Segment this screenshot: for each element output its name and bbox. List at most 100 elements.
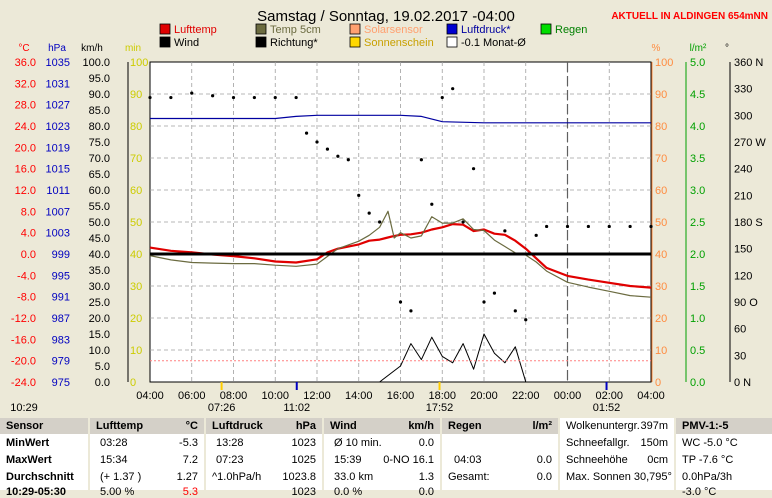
wind-direction-point: [503, 229, 507, 233]
legend-swatch: [349, 36, 361, 48]
min-tick-label: 80: [130, 121, 142, 133]
temp-tick-label: 4.0: [21, 228, 36, 240]
legend-swatch: [159, 36, 171, 48]
pressure-unit: hPa: [295, 420, 316, 432]
wind-direction-point: [419, 158, 423, 162]
legend-swatch: [349, 23, 361, 35]
hpa-tick-label: 1007: [46, 206, 70, 218]
percent-tick-label: 90: [655, 89, 667, 101]
kmh-tick-label: 60.0: [89, 185, 110, 197]
pmv-row: -3.0 °C: [682, 486, 717, 498]
direction-tick-label: 0 N: [734, 377, 751, 389]
hpa-tick-label: 1015: [46, 164, 70, 176]
time-tick-label: 12:00: [303, 390, 331, 402]
wind-direction-point: [545, 224, 549, 229]
temp-unit: °C: [185, 420, 198, 432]
sensor-header: Sensor: [6, 420, 44, 432]
pmv-row: 0.0hPa/3h: [682, 471, 733, 483]
wind-direction-point: [534, 233, 538, 237]
series: [148, 87, 653, 383]
hpa-tick-label: 1011: [46, 185, 70, 197]
hpa-tick-label: 1027: [46, 100, 70, 112]
station-label: AKTUELL IN ALDINGEN 654mNN: [611, 11, 768, 22]
direction-tick-label: 90 O: [734, 297, 758, 309]
sky-label: Max. Sonnen 30,795°: [566, 471, 672, 483]
min-tick-label: 30: [130, 281, 142, 293]
pressure-time: 07:23: [216, 454, 244, 466]
legend-label: Luftdruck*: [461, 24, 511, 36]
time-tick-label: 04:00: [637, 390, 665, 402]
wind-direction-point: [231, 95, 236, 100]
time-tick-label: 06:00: [178, 390, 206, 402]
legend-label: Wind: [174, 37, 199, 49]
direction-tick-label: 150: [734, 244, 752, 256]
kmh-tick-label: 85.0: [89, 105, 110, 117]
temp-value: 7.2: [182, 454, 198, 466]
rain-unit: l/m²: [690, 43, 707, 54]
hpa-tick-label: 1003: [46, 228, 70, 240]
pressure-value: 1023: [291, 486, 316, 498]
kmh-tick-label: 35.0: [89, 265, 110, 277]
noon-label: 11:02: [283, 402, 310, 414]
legend: Lufttemp Temp 5cm Solarsensor Luftdruck* Reg…: [159, 23, 587, 49]
direction-tick-label: 120: [734, 270, 752, 282]
hpa-tick-label: 1035: [46, 57, 70, 69]
sensor-row: 10:29-05:30: [6, 486, 66, 498]
min-tick-label: 50: [130, 217, 142, 229]
pressure-column: Luftdruck hPa 13:28 1023 07:23 1025 ^1.0…: [206, 418, 322, 498]
direction-tick-label: 270 W: [734, 137, 766, 149]
temp-header: Lufttemp: [96, 420, 144, 432]
time-tick-label: 20:00: [470, 390, 498, 402]
temp-pct: 5.00 %: [100, 486, 135, 498]
temp-value: 5.3: [182, 486, 198, 498]
kmh-unit: km/h: [81, 43, 103, 54]
wind-direction-point: [524, 318, 528, 322]
rain-value: 0.0: [536, 454, 552, 466]
wind-direction-point: [211, 94, 215, 98]
wind-direction-point: [169, 95, 173, 100]
rain-tick-label: 5.0: [690, 57, 705, 69]
hpa-tick-label: 995: [52, 270, 70, 282]
sky-column: Wolkenuntergr. 397m Schneefallgr. 150m S…: [560, 418, 674, 490]
temp-time: 03:28: [100, 437, 128, 449]
hpa-tick-label: 991: [52, 292, 70, 304]
direction-tick-label: 330: [734, 84, 752, 96]
rain-tick-label: 4.5: [690, 89, 705, 101]
plot-area: [149, 61, 652, 383]
min-tick-label: 0: [130, 377, 136, 389]
wind-direction-point: [513, 309, 517, 313]
rain-total-label: Gesamt:: [448, 471, 490, 483]
hpa-tick-label: 1031: [46, 78, 70, 90]
kmh-tick-label: 95.0: [89, 73, 110, 85]
kmh-tick-label: 75.0: [89, 137, 110, 149]
kmh-tick-label: 90.0: [89, 89, 110, 101]
legend-label: -0.1 Monat-Ø: [461, 37, 526, 49]
chart-title: Samstag / Sonntag, 19.02.2017 -04:00: [257, 8, 515, 25]
pmv-header: PMV-1:-5: [682, 420, 729, 432]
wind-direction-point: [294, 95, 298, 100]
sunshine-line: [150, 333, 651, 383]
percent-unit: %: [652, 43, 661, 54]
percent-tick-label: 60: [655, 185, 667, 197]
rain-tick-label: 0.0: [690, 377, 705, 389]
wind-direction-point: [336, 154, 340, 158]
percent-tick-label: 20: [655, 313, 667, 325]
pressure-value: 1023.8: [282, 471, 316, 483]
direction-tick-label: 30: [734, 350, 746, 362]
wind-direction-point: [586, 224, 590, 229]
rain-tick-label: 3.5: [690, 153, 705, 165]
wind-direction-point: [565, 224, 570, 229]
wind-direction-point: [461, 220, 465, 224]
time-tick-label: 14:00: [345, 390, 373, 402]
min-tick-label: 10: [130, 345, 142, 357]
temp-trend: (+ 1.37 ): [100, 471, 142, 483]
hpa-unit: hPa: [48, 43, 66, 54]
kmh-tick-label: 80.0: [89, 121, 110, 133]
deg-unit: °: [725, 43, 729, 54]
time-tick-label: 10:00: [261, 390, 289, 402]
percent-tick-label: 10: [655, 345, 667, 357]
time-tick-label: 04:00: [136, 390, 164, 402]
rain-time: 04:03: [454, 454, 482, 466]
wind-direction-point: [440, 95, 444, 100]
wind-direction-point: [471, 167, 476, 171]
